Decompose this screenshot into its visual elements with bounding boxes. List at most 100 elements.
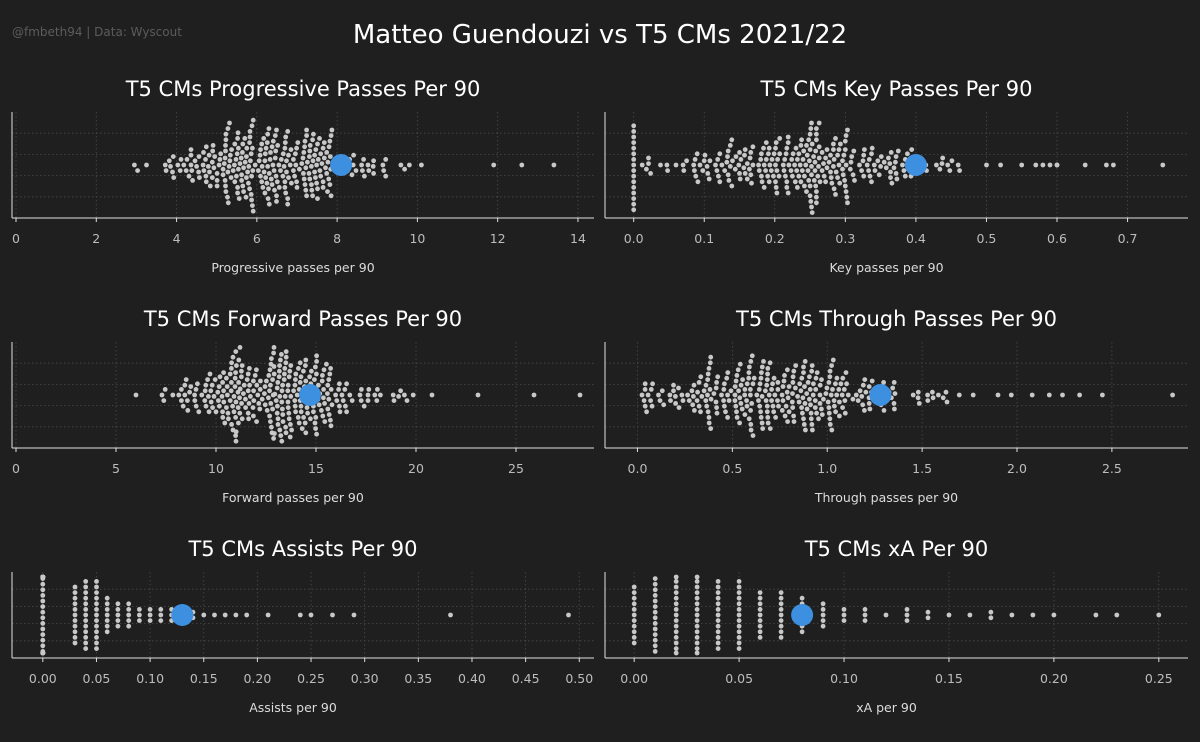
player-point (324, 362, 329, 367)
player-point (295, 185, 300, 190)
player-point (759, 415, 764, 420)
player-point (247, 366, 252, 371)
player-point (779, 624, 784, 629)
player-point (803, 359, 808, 364)
player-point (807, 397, 812, 402)
player-point (276, 416, 281, 421)
player-point (347, 393, 352, 398)
player-point (815, 370, 820, 375)
player-point (773, 163, 778, 168)
player-point (224, 132, 229, 137)
player-point (646, 393, 651, 398)
player-point (293, 151, 298, 156)
player-point (83, 613, 88, 618)
player-point (240, 142, 245, 147)
player-point (775, 168, 780, 173)
player-point (835, 153, 840, 158)
player-point (234, 429, 239, 434)
player-point (632, 613, 637, 618)
player-point (725, 415, 730, 420)
player-point (917, 401, 922, 406)
player-point (867, 384, 872, 389)
player-point (774, 140, 779, 145)
player-point (223, 149, 228, 154)
player-point (702, 158, 707, 163)
player-point (814, 411, 819, 416)
player-point (313, 147, 318, 152)
player-point (631, 179, 636, 184)
player-point (724, 376, 729, 381)
player-point (277, 363, 282, 368)
player-point (326, 177, 331, 182)
player-point (275, 411, 280, 416)
player-point (695, 596, 700, 601)
player-point (256, 401, 261, 406)
player-point (371, 158, 376, 163)
player-point (768, 360, 773, 365)
player-point (863, 607, 868, 612)
player-point (329, 133, 334, 138)
player-point (831, 164, 836, 169)
player-point (707, 421, 712, 426)
player-point (284, 158, 289, 163)
player-point (786, 395, 791, 400)
player-point (712, 391, 717, 396)
player-point (909, 147, 914, 152)
player-point (816, 164, 821, 169)
player-point (325, 391, 330, 396)
player-point (207, 170, 212, 175)
player-point (148, 618, 153, 623)
player-point (653, 576, 658, 581)
player-point (132, 163, 137, 168)
player-point (695, 398, 700, 403)
player-point (705, 393, 710, 398)
player-point (748, 172, 753, 177)
player-point (801, 416, 806, 421)
chart-panel-6: T5 CMs xA Per 900.00 0.05 0.10 0.15 0.20 0.25… (605, 537, 1188, 715)
player-point (692, 168, 697, 173)
player-point (674, 624, 679, 629)
player-point (644, 409, 649, 414)
player-point (359, 387, 364, 392)
player-point (968, 613, 973, 618)
player-point (352, 613, 357, 618)
player-point (714, 380, 719, 385)
player-point (326, 397, 331, 402)
player-point (274, 398, 279, 403)
player-point (94, 579, 99, 584)
player-point (197, 154, 202, 159)
player-point (800, 411, 805, 416)
player-point (631, 151, 636, 156)
player-point (762, 185, 767, 190)
player-point (829, 363, 834, 368)
player-point (334, 398, 339, 403)
player-point (83, 629, 88, 634)
player-point (321, 185, 326, 190)
player-point (715, 168, 720, 173)
player-point (271, 139, 276, 144)
player-point (733, 398, 738, 403)
player-point (747, 370, 752, 375)
player-point (299, 404, 304, 409)
player-point (313, 421, 318, 426)
player-point (192, 398, 197, 403)
player-point (251, 414, 256, 419)
player-point (398, 388, 403, 393)
player-point (817, 144, 822, 149)
player-point (232, 394, 237, 399)
player-point (765, 372, 770, 377)
x-axis-label: Key passes per 90 (829, 260, 943, 275)
player-point (828, 374, 833, 379)
player-point (227, 121, 232, 126)
player-point (430, 393, 435, 398)
player-point (665, 168, 670, 173)
player-point (235, 191, 240, 196)
player-point (797, 400, 802, 405)
player-point (733, 384, 738, 389)
player-point (241, 165, 246, 170)
player-point (884, 613, 889, 618)
player-point (249, 151, 254, 156)
player-point (844, 381, 849, 386)
player-point (632, 590, 637, 595)
player-point (1104, 163, 1109, 168)
